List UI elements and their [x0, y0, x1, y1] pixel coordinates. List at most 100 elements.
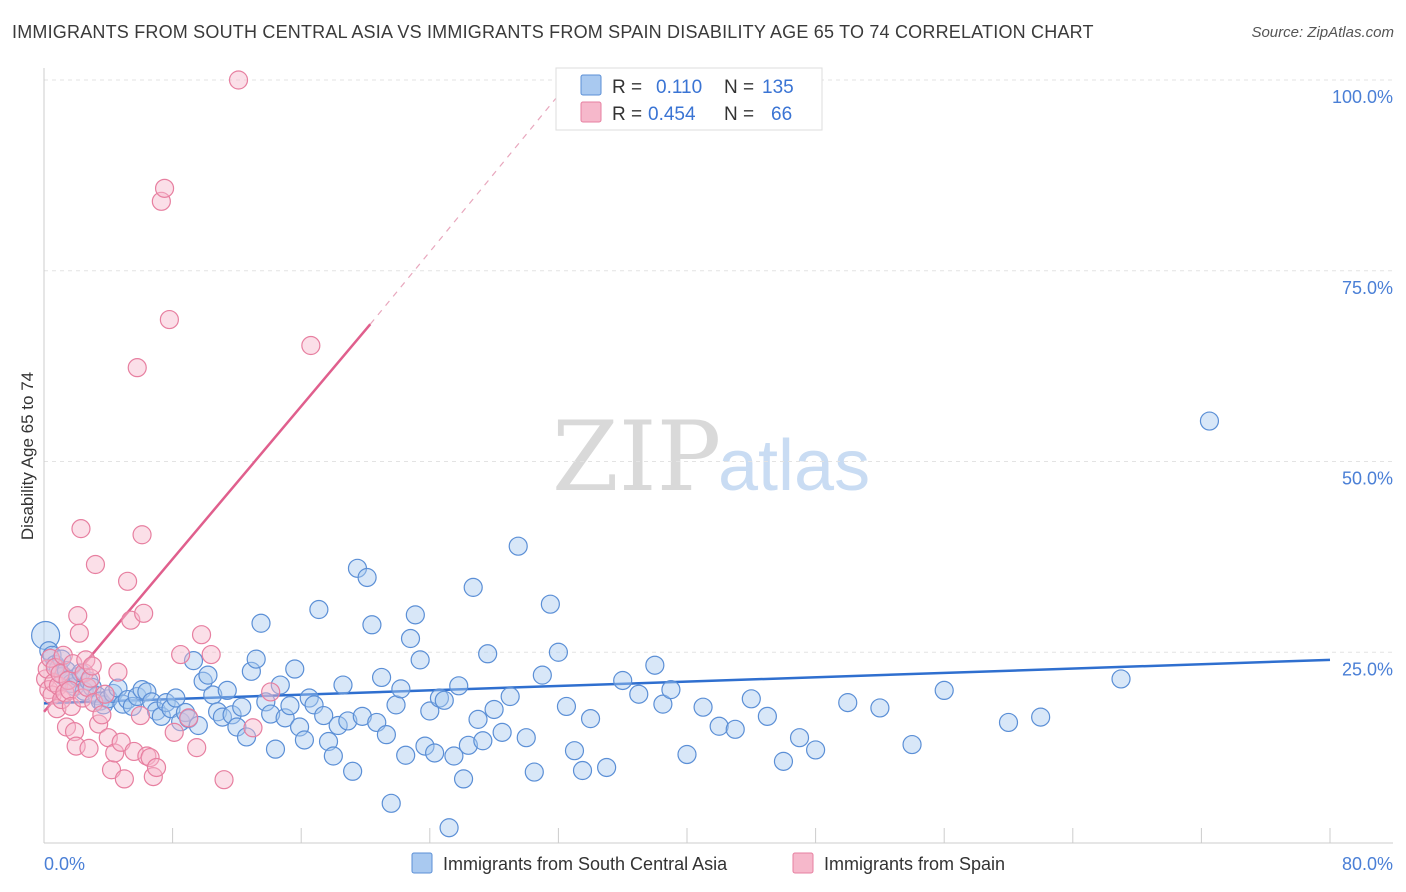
y-tick-label-1: 50.0% — [1342, 469, 1393, 489]
point-south-central-asia-86 — [420, 701, 440, 721]
point-south-central-asia-28 — [142, 692, 162, 712]
point-spain-61 — [214, 770, 234, 790]
point-spain-9 — [50, 664, 70, 684]
series-legend-label-pink: Immigrants from Spain — [824, 854, 1005, 874]
x-tick-label-max: 80.0% — [1342, 854, 1393, 874]
point-spain-7 — [47, 699, 67, 719]
point-south-central-asia-54 — [265, 739, 286, 759]
point-spain-33 — [92, 705, 112, 725]
point-spain-65 — [261, 682, 281, 702]
point-south-central-asia-105 — [532, 665, 552, 685]
chart-title: IMMIGRANTS FROM SOUTH CENTRAL ASIA VS IM… — [12, 22, 1094, 42]
y-tick-label-3: 100.0% — [1332, 87, 1393, 107]
point-south-central-asia-90 — [439, 818, 459, 838]
point-south-central-asia-38 — [188, 715, 208, 736]
watermark-atlas: atlas — [718, 426, 870, 506]
point-spain-31 — [85, 554, 106, 575]
point-south-central-asia-118 — [677, 744, 697, 765]
point-south-central-asia-80 — [391, 679, 411, 699]
point-south-central-asia-40 — [198, 665, 218, 685]
point-south-central-asia-116 — [653, 694, 673, 714]
legend-n-label-blue: N = — [724, 77, 754, 98]
series-legend-label-blue: Immigrants from South Central Asia — [443, 854, 728, 874]
point-spain-41 — [117, 571, 138, 591]
point-south-central-asia-85 — [415, 736, 435, 756]
point-south-central-asia-99 — [484, 699, 504, 720]
point-south-central-asia-102 — [508, 536, 528, 556]
point-spain-20 — [68, 606, 88, 626]
point-south-central-asia-107 — [548, 642, 569, 662]
point-south-central-asia-74 — [362, 615, 382, 635]
point-south-central-asia-53 — [261, 704, 281, 724]
point-south-central-asia-69 — [338, 711, 358, 731]
point-south-central-asia-63 — [309, 599, 329, 620]
point-south-central-asia-114 — [629, 684, 649, 704]
watermark: ZIP atlas — [552, 401, 870, 513]
point-south-central-asia-111 — [580, 709, 601, 729]
point-spain-21 — [69, 623, 89, 643]
point-south-central-asia-70 — [343, 761, 363, 781]
point-south-central-asia-121 — [725, 719, 745, 739]
point-south-central-asia-92 — [449, 676, 469, 696]
point-south-central-asia-110 — [572, 760, 593, 781]
point-south-central-asia-132 — [1111, 669, 1131, 689]
point-south-central-asia-56 — [275, 708, 295, 728]
point-south-central-asia-60 — [294, 730, 315, 750]
point-south-central-asia-67 — [328, 715, 348, 736]
point-south-central-asia-65 — [318, 731, 339, 752]
point-spain-55 — [164, 722, 184, 742]
series-legend-swatch-blue — [411, 852, 433, 874]
point-south-central-asia-32 — [161, 699, 181, 719]
point-south-central-asia-51 — [251, 613, 271, 633]
point-south-central-asia-95 — [463, 577, 483, 597]
point-south-central-asia-100 — [492, 722, 512, 742]
point-south-central-asia-77 — [376, 725, 396, 745]
point-south-central-asia-115 — [645, 655, 665, 675]
point-spain-23 — [72, 688, 93, 708]
y-tick-label-0: 25.0% — [1342, 659, 1393, 679]
point-south-central-asia-119 — [693, 697, 713, 717]
point-south-central-asia-120 — [709, 716, 729, 736]
point-south-central-asia-44 — [217, 680, 237, 701]
point-spain-59 — [191, 625, 212, 645]
point-spain-47 — [134, 603, 154, 623]
point-spain-45 — [130, 705, 151, 726]
point-south-central-asia-73 — [357, 567, 377, 588]
point-south-central-asia-127 — [838, 693, 858, 713]
point-south-central-asia-87 — [425, 743, 445, 763]
point-south-central-asia-112 — [597, 757, 617, 778]
point-south-central-asia-72 — [352, 706, 372, 726]
legend-r-label-blue: R = — [612, 77, 642, 98]
point-south-central-asia-55 — [270, 675, 290, 695]
point-spain-53 — [154, 178, 175, 198]
point-south-central-asia-81 — [396, 745, 416, 765]
point-south-central-asia-94 — [458, 735, 478, 755]
series-legend-swatch-pink — [792, 852, 814, 874]
legend-n-value-blue: 135 — [762, 77, 794, 98]
point-spain-27 — [79, 738, 99, 758]
point-spain-2 — [39, 680, 59, 700]
point-south-central-asia-133 — [1199, 411, 1220, 431]
series-legend: Immigrants from South Central Asia Immig… — [411, 852, 1005, 874]
y-tick-labels: 25.0% 50.0% 75.0% 100.0% — [1332, 87, 1393, 679]
point-spain-40 — [114, 769, 134, 789]
legend-n-value-pink: 66 — [771, 104, 792, 125]
grid — [44, 79, 1393, 653]
legend-r-value-pink: 0.454 — [648, 104, 696, 125]
data-points — [31, 70, 1220, 838]
x-tick-label-min: 0.0% — [44, 854, 85, 874]
point-south-central-asia-117 — [661, 680, 681, 700]
point-south-central-asia-66 — [323, 746, 343, 766]
legend-r-value-blue: 0.110 — [656, 77, 702, 98]
trend-line-spain-extension — [369, 94, 559, 325]
trend-line-spain — [43, 323, 372, 713]
point-south-central-asia-82 — [400, 628, 421, 649]
point-spain-22 — [71, 519, 91, 539]
point-south-central-asia-91 — [444, 746, 464, 766]
point-south-central-asia-93 — [453, 769, 474, 789]
point-south-central-asia-78 — [381, 793, 401, 813]
point-south-central-asia-109 — [564, 741, 585, 761]
point-south-central-asia-50 — [246, 649, 266, 669]
point-spain-58 — [187, 738, 207, 758]
point-south-central-asia-46 — [227, 717, 247, 737]
